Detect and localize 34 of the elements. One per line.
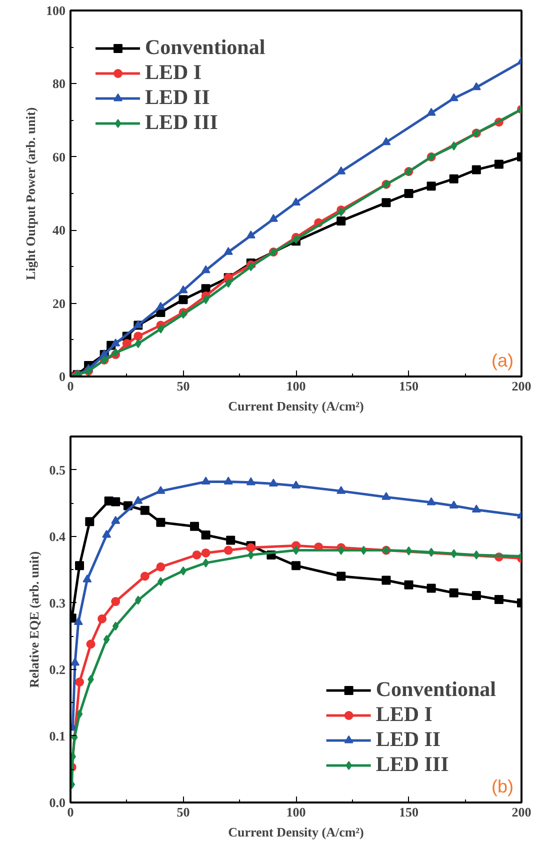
y-tick-label: 0.1 bbox=[49, 728, 66, 744]
legend-label: LED II bbox=[376, 727, 441, 752]
y-axis-title: Relative EQE (arb. unit) bbox=[26, 551, 42, 688]
y-tick-label: 0.3 bbox=[49, 595, 66, 610]
legend-label: LED III bbox=[376, 752, 449, 777]
legend-label: LED III bbox=[145, 110, 218, 135]
y-tick-label: 80 bbox=[52, 76, 66, 92]
x-tick-label: 200 bbox=[512, 804, 532, 820]
y-tick-label: 0.2 bbox=[49, 662, 66, 677]
y-tick-label: 0.4 bbox=[49, 528, 66, 544]
y-tick-label: 0.5 bbox=[49, 462, 66, 478]
y-tick-label: 60 bbox=[52, 149, 66, 164]
legend-label: Conventional bbox=[145, 35, 266, 60]
legend-label: LED I bbox=[145, 60, 202, 85]
y-tick-label: 40 bbox=[52, 222, 66, 238]
x-tick-label: 150 bbox=[399, 378, 418, 394]
annotation: (a) bbox=[492, 350, 514, 370]
x-tick-label: 150 bbox=[399, 804, 418, 820]
legend-label: LED I bbox=[376, 702, 432, 727]
y-axis-title: Light Output Power (arb. unit) bbox=[23, 107, 38, 280]
y-tick-label: 0 bbox=[59, 369, 66, 384]
annotation: (b) bbox=[492, 776, 514, 796]
x-tick-label: 50 bbox=[176, 378, 190, 394]
y-tick-label: 100 bbox=[46, 3, 66, 18]
x-axis-title: Current Density (A/cm²) bbox=[228, 398, 364, 414]
y-tick-label: 0.0 bbox=[49, 795, 66, 810]
x-tick-label: 200 bbox=[512, 378, 532, 394]
legend-label: LED II bbox=[145, 85, 210, 110]
x-tick-label: 50 bbox=[176, 804, 190, 820]
x-tick-label: 100 bbox=[286, 804, 306, 820]
x-axis-title: Current Density (A/cm²) bbox=[228, 824, 364, 840]
x-tick-label: 100 bbox=[286, 378, 306, 394]
y-tick-label: 20 bbox=[52, 296, 66, 311]
legend-label: Conventional bbox=[376, 677, 496, 702]
